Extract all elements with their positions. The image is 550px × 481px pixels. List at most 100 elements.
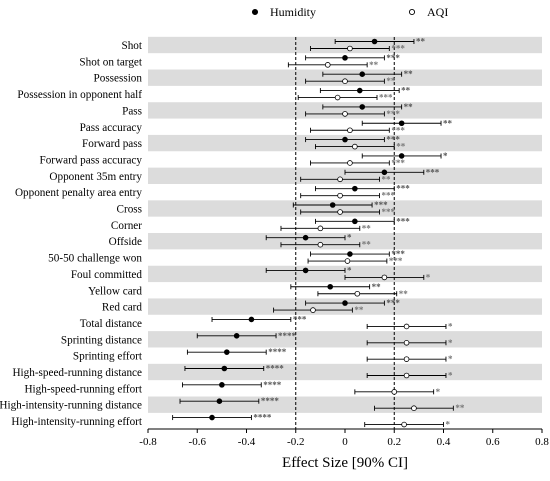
category-label: Shot on target	[79, 56, 142, 68]
significance-label: **	[416, 37, 426, 47]
humidity-point	[356, 87, 363, 94]
x-tick-label: -0.8	[139, 436, 157, 448]
humidity-point	[342, 55, 348, 61]
significance-label: **	[372, 282, 382, 292]
humidity-point	[352, 185, 358, 192]
aqi-point	[337, 176, 343, 183]
category-label: Sprinting distance	[61, 334, 142, 346]
row-band	[148, 36, 542, 54]
x-axis: -0.8 -0.6 -0.4 -0.2 0 0.2 0.4 0.6 0.8	[139, 428, 549, 448]
aqi-point	[342, 111, 348, 117]
significance-label: *	[448, 371, 453, 381]
category-label: High-intensity-running distance	[0, 400, 142, 412]
category-label: High-speed-running effort	[24, 383, 142, 395]
significance-label: ***	[396, 216, 410, 226]
significance-label: **	[455, 403, 465, 413]
significance-label: **	[396, 142, 406, 152]
significance-label: **	[443, 118, 453, 128]
aqi-point	[342, 78, 348, 84]
row-band	[148, 265, 542, 283]
category-label: 50-50 challenge won	[48, 253, 142, 265]
significance-label: ****	[261, 396, 280, 406]
significance-label: **	[401, 86, 411, 96]
significance-label: ***	[381, 191, 395, 201]
reference-lines	[295, 37, 395, 429]
significance-label: ***	[426, 167, 440, 177]
significance-label: ***	[386, 298, 400, 308]
category-label: Possession in opponent half	[17, 89, 142, 101]
significance-label: **	[381, 174, 391, 184]
category-label: Opponent 35m entry	[49, 171, 142, 183]
aqi-point	[317, 241, 324, 248]
humidity-point	[352, 218, 358, 225]
humidity-point	[381, 169, 388, 176]
row-band	[148, 298, 542, 315]
row-band	[148, 200, 542, 217]
aqi-point	[347, 160, 353, 166]
significance-label: *	[436, 387, 441, 397]
aqi-point	[403, 323, 410, 330]
row-band	[148, 331, 542, 348]
aqi-point	[324, 62, 331, 68]
aqi-point	[403, 372, 410, 379]
humidity-point	[221, 365, 228, 372]
significance-label: ***	[386, 109, 400, 119]
aqi-point	[317, 225, 324, 232]
aqi-point	[403, 339, 410, 346]
significance-label: ***	[391, 249, 405, 259]
row-band	[148, 363, 542, 381]
x-axis-label: Effect Size [90% CI]	[282, 455, 408, 471]
x-tick-label: 0.6	[486, 436, 500, 448]
humidity-point	[219, 382, 225, 388]
significance-label: *	[347, 233, 352, 243]
aqi-point	[347, 45, 353, 52]
significance-label: ***	[386, 135, 400, 145]
category-label: Yellow card	[88, 285, 142, 297]
category-label: Pass	[122, 105, 142, 117]
significance-label: *	[448, 354, 453, 364]
humidity-point	[327, 283, 334, 290]
legend-aqi-label: AQI	[427, 5, 448, 19]
significance-label: *	[443, 151, 448, 161]
x-tick-label: 0.2	[387, 436, 401, 448]
aqi-point	[401, 421, 407, 428]
significance-label: **	[404, 102, 414, 112]
significance-label: **	[354, 305, 364, 315]
row-band	[148, 69, 542, 86]
row-bands	[148, 36, 542, 413]
humidity-point	[209, 414, 215, 421]
significance-label: *	[446, 420, 451, 430]
row-band	[148, 233, 542, 250]
aqi-point	[337, 192, 343, 199]
x-tick-label: -0.4	[238, 436, 256, 448]
significance-label: ****	[266, 364, 285, 374]
significance-label: **	[386, 76, 396, 86]
significance-label: ***	[391, 125, 405, 135]
category-label: Forward pass	[82, 138, 142, 150]
significance-label: **	[369, 60, 379, 70]
humidity-point	[347, 251, 353, 257]
humidity-point	[371, 38, 378, 45]
aqi-point	[334, 94, 341, 101]
humidity-point	[342, 300, 348, 306]
significance-label: *	[448, 321, 453, 331]
significance-label: ***	[386, 53, 400, 63]
category-label: Forward pass accuracy	[39, 154, 142, 166]
category-label: Foul committed	[71, 269, 143, 281]
x-tick-label: -0.2	[287, 436, 304, 448]
aqi-point	[391, 389, 398, 395]
row-band	[148, 134, 542, 152]
category-label: High-speed-running distance	[12, 367, 142, 379]
significance-label: ***	[374, 200, 388, 210]
aqi-point	[403, 356, 410, 362]
humidity-point	[224, 349, 230, 355]
significance-label: ****	[253, 413, 271, 423]
significance-label: ***	[293, 314, 307, 324]
significance-label: ***	[381, 207, 395, 217]
significance-label: *	[426, 272, 431, 282]
humidity-point	[398, 120, 405, 127]
humidity-point	[398, 153, 405, 159]
category-label: Offside	[109, 236, 142, 248]
